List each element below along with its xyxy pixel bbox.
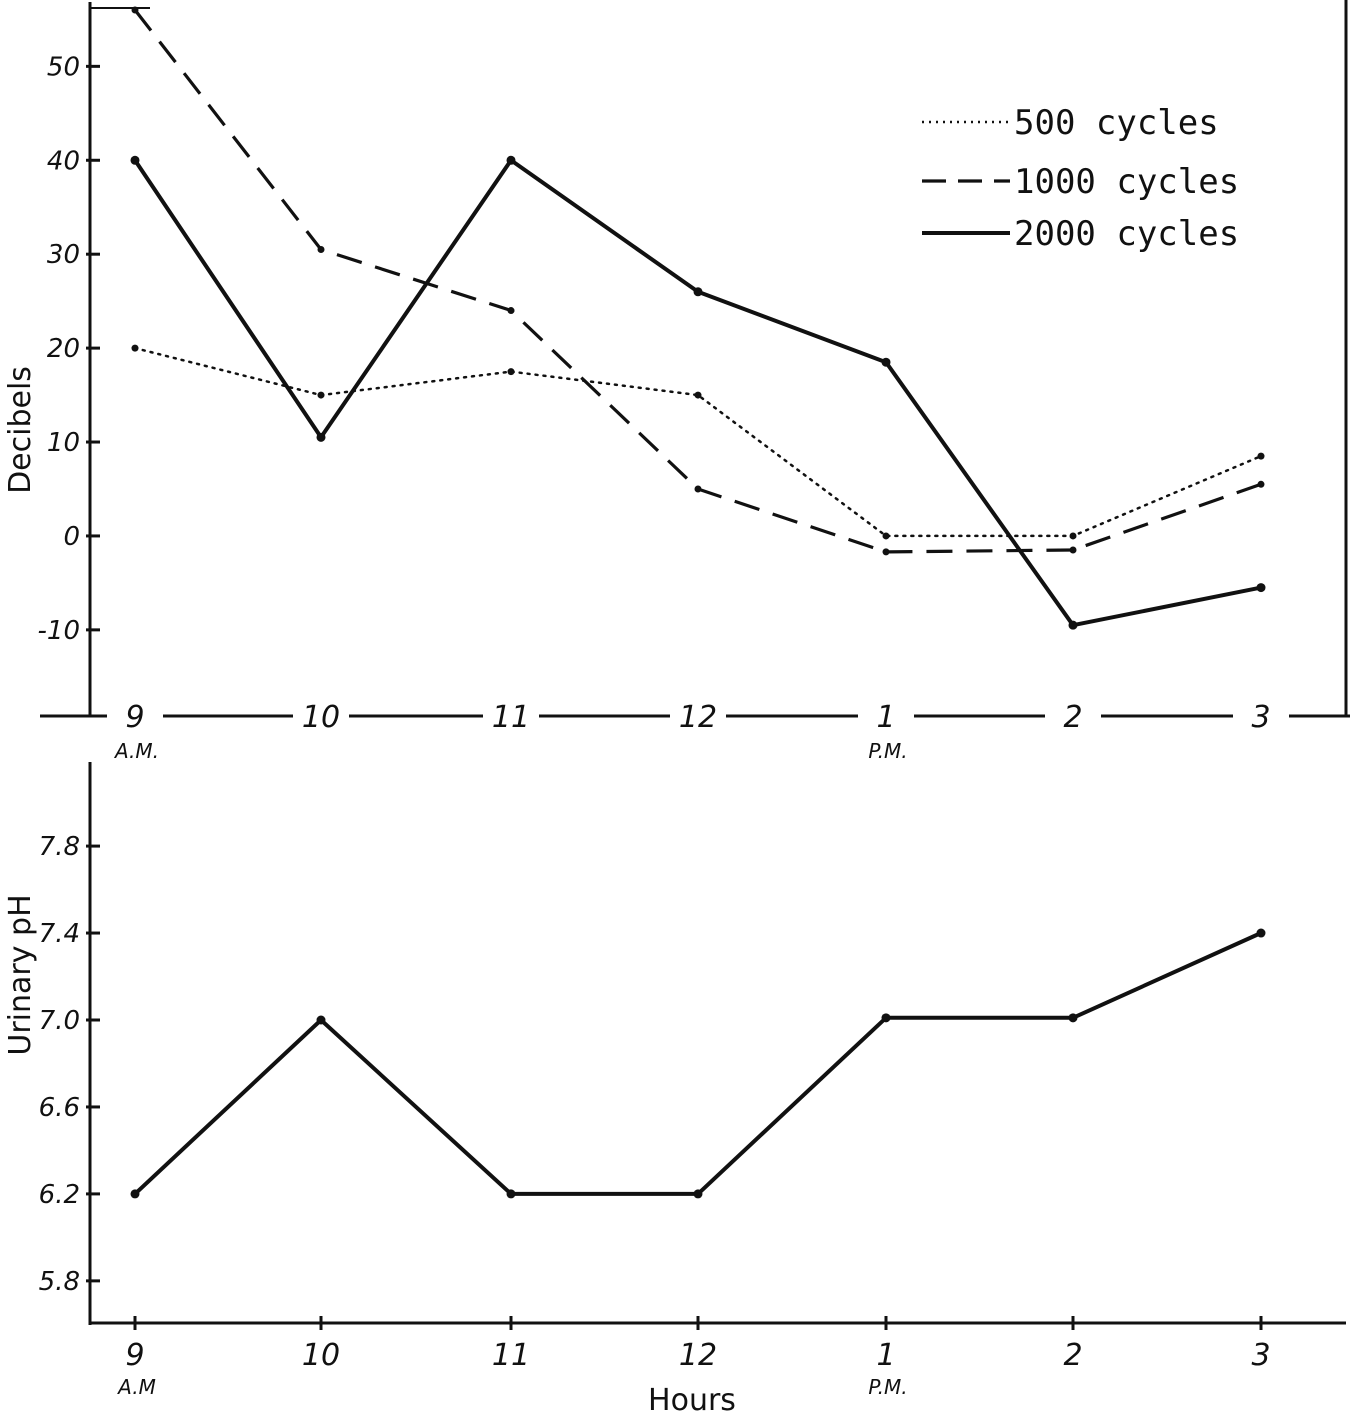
x-label-backdrop bbox=[1233, 696, 1289, 734]
data-point bbox=[881, 357, 891, 367]
data-point bbox=[316, 1015, 326, 1025]
y-tick-label: -10 bbox=[38, 616, 80, 646]
y-tick-label: 7.8 bbox=[39, 832, 80, 862]
data-point bbox=[693, 1189, 703, 1199]
urinary-ph-panel: 7.8 7.4 7.0 6.6 6.2 5.8 Urinary pH 9A.M 10 11 12 1P… bbox=[3, 762, 1346, 1416]
data-point bbox=[1256, 583, 1266, 593]
data-point bbox=[882, 532, 890, 540]
x-tick-label: 11 bbox=[492, 1338, 530, 1373]
x-axis-title: Hours bbox=[648, 1383, 736, 1416]
y-tick-label: 6.2 bbox=[39, 1180, 80, 1210]
data-point bbox=[507, 368, 515, 376]
data-point bbox=[130, 1189, 140, 1199]
x-tick-label: 10 bbox=[302, 1338, 340, 1373]
y-tick-label: 50 bbox=[47, 52, 80, 82]
data-point bbox=[1257, 480, 1265, 488]
legend: 500 cycles 1000 cycles 2000 cycles bbox=[922, 103, 1239, 254]
data-point bbox=[882, 548, 890, 556]
decibels-panel: 50 40 30 20 10 0 -10 Decibels 9 A.M. 10 11 12 1 P.M. 2 3 bbox=[3, 0, 1350, 763]
y-tick-label: 7.0 bbox=[39, 1006, 80, 1036]
data-point bbox=[506, 155, 516, 165]
x-tick-label: 12 bbox=[679, 700, 717, 735]
legend-label: 2000 cycles bbox=[1014, 214, 1239, 254]
y-tick-label: 7.4 bbox=[39, 919, 80, 949]
data-point bbox=[1068, 620, 1078, 630]
data-point bbox=[1069, 546, 1077, 554]
x-tick-label: 9 bbox=[125, 1338, 144, 1373]
y-tick-label: 6.6 bbox=[39, 1093, 80, 1123]
x-tick-label: 9 bbox=[125, 700, 144, 735]
data-point bbox=[1256, 928, 1266, 938]
data-point bbox=[317, 391, 325, 399]
x-tick-sublabel: P.M. bbox=[868, 1375, 907, 1399]
x-tick-label: 2 bbox=[1063, 1338, 1082, 1373]
data-point bbox=[694, 485, 702, 493]
x-tick-label: 11 bbox=[492, 700, 530, 735]
data-point bbox=[1257, 452, 1265, 460]
legend-label: 500 cycles bbox=[1014, 103, 1219, 143]
series-line-ph bbox=[133, 931, 1262, 1196]
data-point bbox=[506, 1189, 516, 1199]
x-tick-label: 12 bbox=[679, 1338, 717, 1373]
x-tick-label: 1 bbox=[876, 1338, 895, 1373]
data-point bbox=[881, 1013, 891, 1023]
y-tick-label: 30 bbox=[47, 240, 80, 270]
x-label-backdrop bbox=[858, 696, 914, 734]
data-point bbox=[693, 287, 703, 297]
x-tick-label: 2 bbox=[1063, 700, 1082, 735]
x-label-backdrop bbox=[107, 696, 163, 734]
x-label-backdrop bbox=[1045, 696, 1101, 734]
y-tick-label: 40 bbox=[47, 146, 80, 176]
y-tick-label: 0 bbox=[63, 522, 80, 552]
x-tick-sublabel: A.M. bbox=[113, 739, 159, 763]
data-point bbox=[1068, 1013, 1078, 1023]
x-tick-label: 3 bbox=[1251, 700, 1270, 735]
data-point bbox=[317, 245, 325, 253]
y-tick-label: 20 bbox=[47, 334, 80, 364]
x-label-backdrop bbox=[483, 696, 539, 734]
x-tick-sublabel: P.M. bbox=[868, 739, 907, 763]
y-axis-title: Urinary pH bbox=[3, 894, 38, 1055]
legend-label: 1000 cycles bbox=[1014, 162, 1239, 202]
data-point bbox=[130, 155, 140, 165]
series-line-1000-cycles bbox=[133, 9, 1262, 554]
x-label-backdrop bbox=[670, 696, 726, 734]
x-tick-label: 3 bbox=[1251, 1338, 1270, 1373]
x-tick-label: 10 bbox=[302, 700, 340, 735]
series-line-500-cycles bbox=[133, 346, 1263, 538]
data-point bbox=[694, 391, 702, 399]
y-axis-title: Decibels bbox=[3, 366, 38, 494]
x-label-backdrop bbox=[293, 696, 349, 734]
data-point bbox=[131, 344, 139, 352]
y-tick-label: 5.8 bbox=[39, 1267, 80, 1297]
x-tick-label: 1 bbox=[876, 700, 895, 735]
data-point bbox=[316, 432, 326, 442]
y-tick-label: 10 bbox=[47, 428, 80, 458]
x-tick-sublabel: A.M bbox=[116, 1375, 156, 1399]
data-point bbox=[507, 307, 515, 315]
data-point bbox=[1069, 532, 1077, 540]
